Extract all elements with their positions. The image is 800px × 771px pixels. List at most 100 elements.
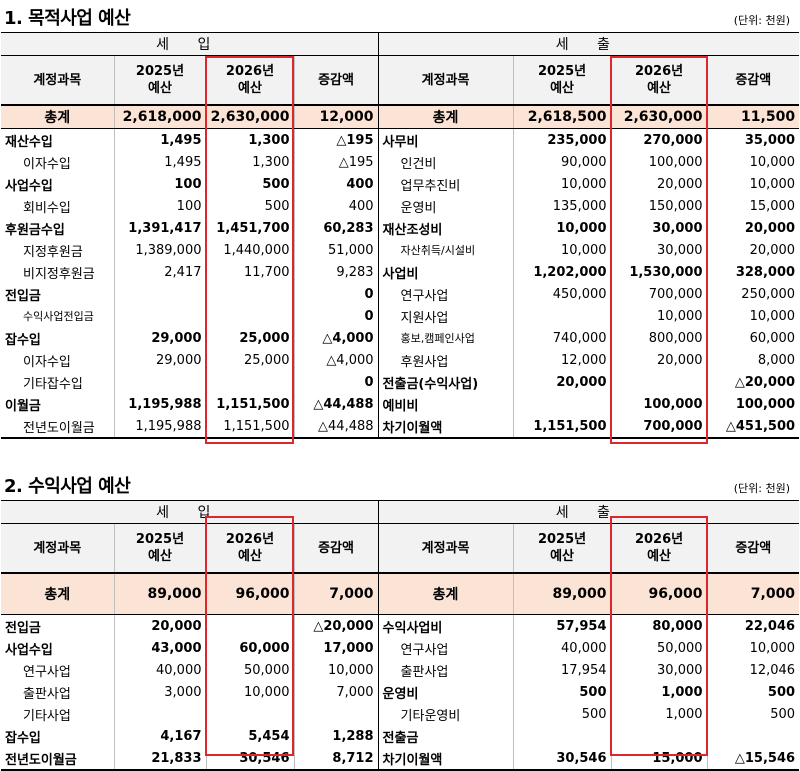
expense-2026: 20,000 bbox=[610, 349, 708, 371]
revenue-2025 bbox=[113, 305, 206, 327]
revenue-2025: 1,195,988 bbox=[113, 393, 206, 415]
revenue-2025: 1,495 bbox=[113, 128, 206, 151]
section-title: 1. 목적사업 예산 bbox=[4, 8, 131, 29]
revenue-group-header: 세 입 bbox=[1, 500, 379, 524]
revenue-account: 출판사업 bbox=[23, 686, 71, 702]
revenue-account: 전입금 bbox=[5, 620, 41, 636]
total-2026: 96,000 bbox=[205, 573, 294, 615]
revenue-diff: △44,488 bbox=[293, 393, 379, 415]
revenue-diff: △195 bbox=[293, 128, 379, 151]
revenue-2025: 29,000 bbox=[113, 349, 206, 371]
revenue-2026: 5,454 bbox=[205, 725, 294, 747]
col-2026: 2026년 예산 bbox=[610, 55, 708, 106]
revenue-diff: 9,283 bbox=[293, 261, 379, 283]
col-2026: 2026년 예산 bbox=[205, 523, 294, 574]
table-row: 재산수입 1,495 1,300 △195 사무비 235,000 270,000 35,00… bbox=[1, 128, 800, 151]
expense-account: 후원사업 bbox=[377, 349, 514, 371]
revenue-account: 기타사업 bbox=[23, 708, 71, 724]
table-row: 이자수입 29,000 25,000 △4,000 후원사업 12,000 20,000 8,… bbox=[1, 349, 800, 371]
expense-account: 홍보,캠페인사업 bbox=[377, 327, 514, 349]
total-2026: 2,630,000 bbox=[205, 105, 294, 129]
table-row: 지정후원금 1,389,000 1,440,000 51,000 자산취득/시설비 10,… bbox=[1, 239, 800, 261]
expense-2026: 700,000 bbox=[610, 415, 708, 439]
revenue-2025: 1,391,417 bbox=[113, 217, 206, 239]
col-account: 계정과목 bbox=[377, 523, 514, 574]
revenue-2025 bbox=[113, 283, 206, 305]
col-diff: 증감액 bbox=[293, 55, 379, 106]
expense-2025: 235,000 bbox=[512, 128, 612, 151]
table-row: 비지정후원금 2,417 11,700 9,283 사업비 1,202,000 1,530,… bbox=[1, 261, 800, 283]
revenue-diff: 400 bbox=[293, 173, 379, 195]
expense-diff: 10,000 bbox=[706, 151, 800, 173]
expense-account: 차기이월액 bbox=[377, 415, 514, 439]
expense-diff: 500 bbox=[706, 703, 800, 725]
table-row: 출판사업 3,000 10,000 7,000 운영비 500 1,000 500 bbox=[1, 681, 800, 703]
table-row: 이월금 1,195,988 1,151,500 △44,488 예비비 100,000 10… bbox=[1, 393, 800, 415]
revenue-2025: 3,000 bbox=[113, 681, 206, 703]
total-row: 총계 2,618,000 2,630,000 12,000 총계 2,618,5… bbox=[1, 105, 800, 129]
revenue-2026: 1,151,500 bbox=[205, 393, 294, 415]
total-2025: 89,000 bbox=[113, 573, 206, 615]
total-label: 총계 bbox=[377, 105, 514, 129]
revenue-diff: 51,000 bbox=[293, 239, 379, 261]
expense-account: 수익사업비 bbox=[377, 614, 514, 637]
col-2025: 2025년 예산 bbox=[512, 55, 612, 106]
expense-account: 전출금 bbox=[377, 725, 514, 747]
revenue-2026 bbox=[205, 305, 294, 327]
expense-2025: 10,000 bbox=[512, 173, 612, 195]
expense-account: 지원사업 bbox=[377, 305, 514, 327]
total-2025: 2,618,000 bbox=[113, 105, 206, 129]
expense-2026: 30,000 bbox=[610, 239, 708, 261]
expense-account: 전출금(수익사업) bbox=[377, 371, 514, 393]
expense-diff: 20,000 bbox=[706, 239, 800, 261]
expense-2026: 270,000 bbox=[610, 128, 708, 151]
expense-account: 재산조성비 bbox=[377, 217, 514, 239]
col-diff: 증감액 bbox=[293, 523, 379, 574]
expense-account: 운영비 bbox=[377, 195, 514, 217]
expense-account: 인건비 bbox=[377, 151, 514, 173]
expense-2025: 1,202,000 bbox=[512, 261, 612, 283]
expense-diff: 60,000 bbox=[706, 327, 800, 349]
expense-2026 bbox=[610, 725, 708, 747]
expense-account: 출판사업 bbox=[377, 659, 514, 681]
expense-account: 연구사업 bbox=[377, 637, 514, 659]
expense-diff: 12,046 bbox=[706, 659, 800, 681]
expense-diff: 20,000 bbox=[706, 217, 800, 239]
revenue-2025: 1,389,000 bbox=[113, 239, 206, 261]
total-2025: 89,000 bbox=[512, 573, 612, 615]
expense-2025 bbox=[512, 393, 612, 415]
revenue-diff: △44,488 bbox=[293, 415, 379, 439]
revenue-diff bbox=[293, 703, 379, 725]
revenue-2026: 500 bbox=[205, 173, 294, 195]
expense-diff: 328,000 bbox=[706, 261, 800, 283]
expense-group-header: 세 출 bbox=[377, 32, 800, 56]
expense-diff: 500 bbox=[706, 681, 800, 703]
revenue-2026 bbox=[205, 703, 294, 725]
section-profit-budget: 2. 수익사업 예산 (단위: 천원) 세 입 세 출 계정과목 2025년 예… bbox=[0, 468, 800, 771]
revenue-2026: 1,440,000 bbox=[205, 239, 294, 261]
col-account: 계정과목 bbox=[1, 523, 114, 574]
revenue-diff: 400 bbox=[293, 195, 379, 217]
total-diff: 7,000 bbox=[706, 573, 800, 615]
total-2026: 96,000 bbox=[610, 573, 708, 615]
expense-2026: 100,000 bbox=[610, 393, 708, 415]
revenue-diff: 1,288 bbox=[293, 725, 379, 747]
revenue-account: 잡수입 bbox=[5, 332, 41, 348]
col-diff: 증감액 bbox=[706, 523, 800, 574]
total-row: 총계 89,000 96,000 7,000 총계 89,000 96,000 … bbox=[1, 573, 800, 615]
total-2025: 2,618,500 bbox=[512, 105, 612, 129]
col-2026: 2026년 예산 bbox=[610, 523, 708, 574]
expense-2026: 700,000 bbox=[610, 283, 708, 305]
col-2025: 2025년 예산 bbox=[113, 523, 206, 574]
total-label: 총계 bbox=[377, 573, 514, 615]
revenue-account: 비지정후원금 bbox=[23, 266, 95, 282]
table-row: 잡수입 4,167 5,454 1,288 전출금 bbox=[1, 725, 800, 747]
revenue-diff: 17,000 bbox=[293, 637, 379, 659]
expense-2025: 500 bbox=[512, 703, 612, 725]
revenue-account: 회비수입 bbox=[23, 200, 71, 216]
revenue-2026: 10,000 bbox=[205, 681, 294, 703]
expense-2025: 20,000 bbox=[512, 371, 612, 393]
table-row: 사업수입 100 500 400 업무추진비 10,000 20,000 10,000 bbox=[1, 173, 800, 195]
expense-diff: 100,000 bbox=[706, 393, 800, 415]
revenue-2026 bbox=[205, 283, 294, 305]
